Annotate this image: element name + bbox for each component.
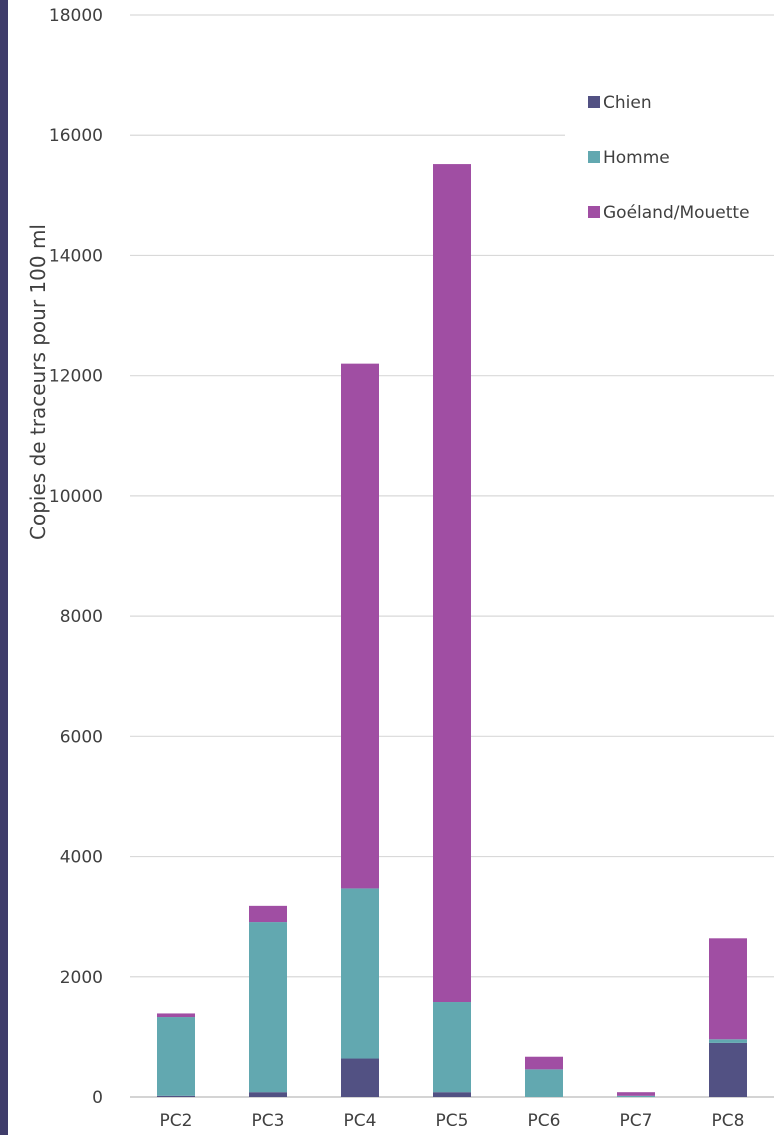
bar-segment-pc2-1 (157, 1017, 195, 1096)
bars (157, 164, 747, 1097)
x-category-label: PC8 (712, 1111, 745, 1131)
y-tick-label: 8000 (60, 607, 103, 627)
y-tick-label: 14000 (49, 246, 103, 266)
bar-segment-pc8-0 (709, 1042, 747, 1097)
legend-label: Chien (603, 93, 652, 113)
y-tick-label: 4000 (60, 848, 103, 868)
x-category-label: PC5 (436, 1111, 469, 1131)
bar-segment-pc6-1 (525, 1069, 563, 1097)
x-category-label: PC3 (252, 1111, 285, 1131)
legend-label: Goéland/Mouette (603, 203, 750, 223)
bar-segment-pc3-0 (249, 1092, 287, 1097)
y-axis-ticks: 0 2000 4000 6000 8000 10000 12000 14000 16000 180… (49, 6, 103, 1108)
legend-label: Homme (603, 148, 670, 168)
bar-segment-pc4-2 (341, 363, 379, 889)
bar-segment-pc4-1 (341, 888, 379, 1059)
x-category-label: PC6 (528, 1111, 561, 1131)
y-tick-label: 0 (92, 1088, 103, 1108)
x-category-label: PC4 (344, 1111, 377, 1131)
bar-segment-pc6-2 (525, 1056, 563, 1070)
bar-segment-pc7-2 (617, 1092, 655, 1096)
bar-segment-pc3-2 (249, 905, 287, 923)
bar-segment-pc5-2 (433, 164, 471, 1003)
legend-swatch (588, 206, 600, 218)
gridlines (130, 14, 774, 1098)
bar-segment-pc2-2 (157, 1013, 195, 1018)
bar-segment-pc4-0 (341, 1058, 379, 1097)
bar-segment-pc5-0 (433, 1092, 471, 1097)
legend-swatch (588, 96, 600, 108)
y-tick-label: 6000 (60, 727, 103, 747)
x-category-label: PC7 (620, 1111, 653, 1131)
y-tick-label: 12000 (49, 367, 103, 387)
bar-segment-pc2-0 (157, 1095, 195, 1097)
x-axis-categories: PC2 PC3 PC4 PC5 PC6 PC7 PC8 (160, 1111, 745, 1131)
y-tick-label: 18000 (49, 6, 103, 26)
y-axis-title: Copies de traceurs pour 100 ml (26, 224, 50, 540)
y-tick-label: 2000 (60, 968, 103, 988)
legend-swatch (588, 151, 600, 163)
x-category-label: PC2 (160, 1111, 193, 1131)
y-tick-label: 10000 (49, 487, 103, 507)
bar-segment-pc7-1 (617, 1095, 655, 1097)
bar-segment-pc3-1 (249, 922, 287, 1093)
bar-segment-pc8-1 (709, 1039, 747, 1043)
y-tick-label: 16000 (49, 126, 103, 146)
bar-segment-pc5-1 (433, 1002, 471, 1093)
bar-segment-pc8-2 (709, 938, 747, 1040)
legend: Chien Homme Goéland/Mouette (565, 80, 774, 240)
left-border-bar (0, 0, 8, 1135)
